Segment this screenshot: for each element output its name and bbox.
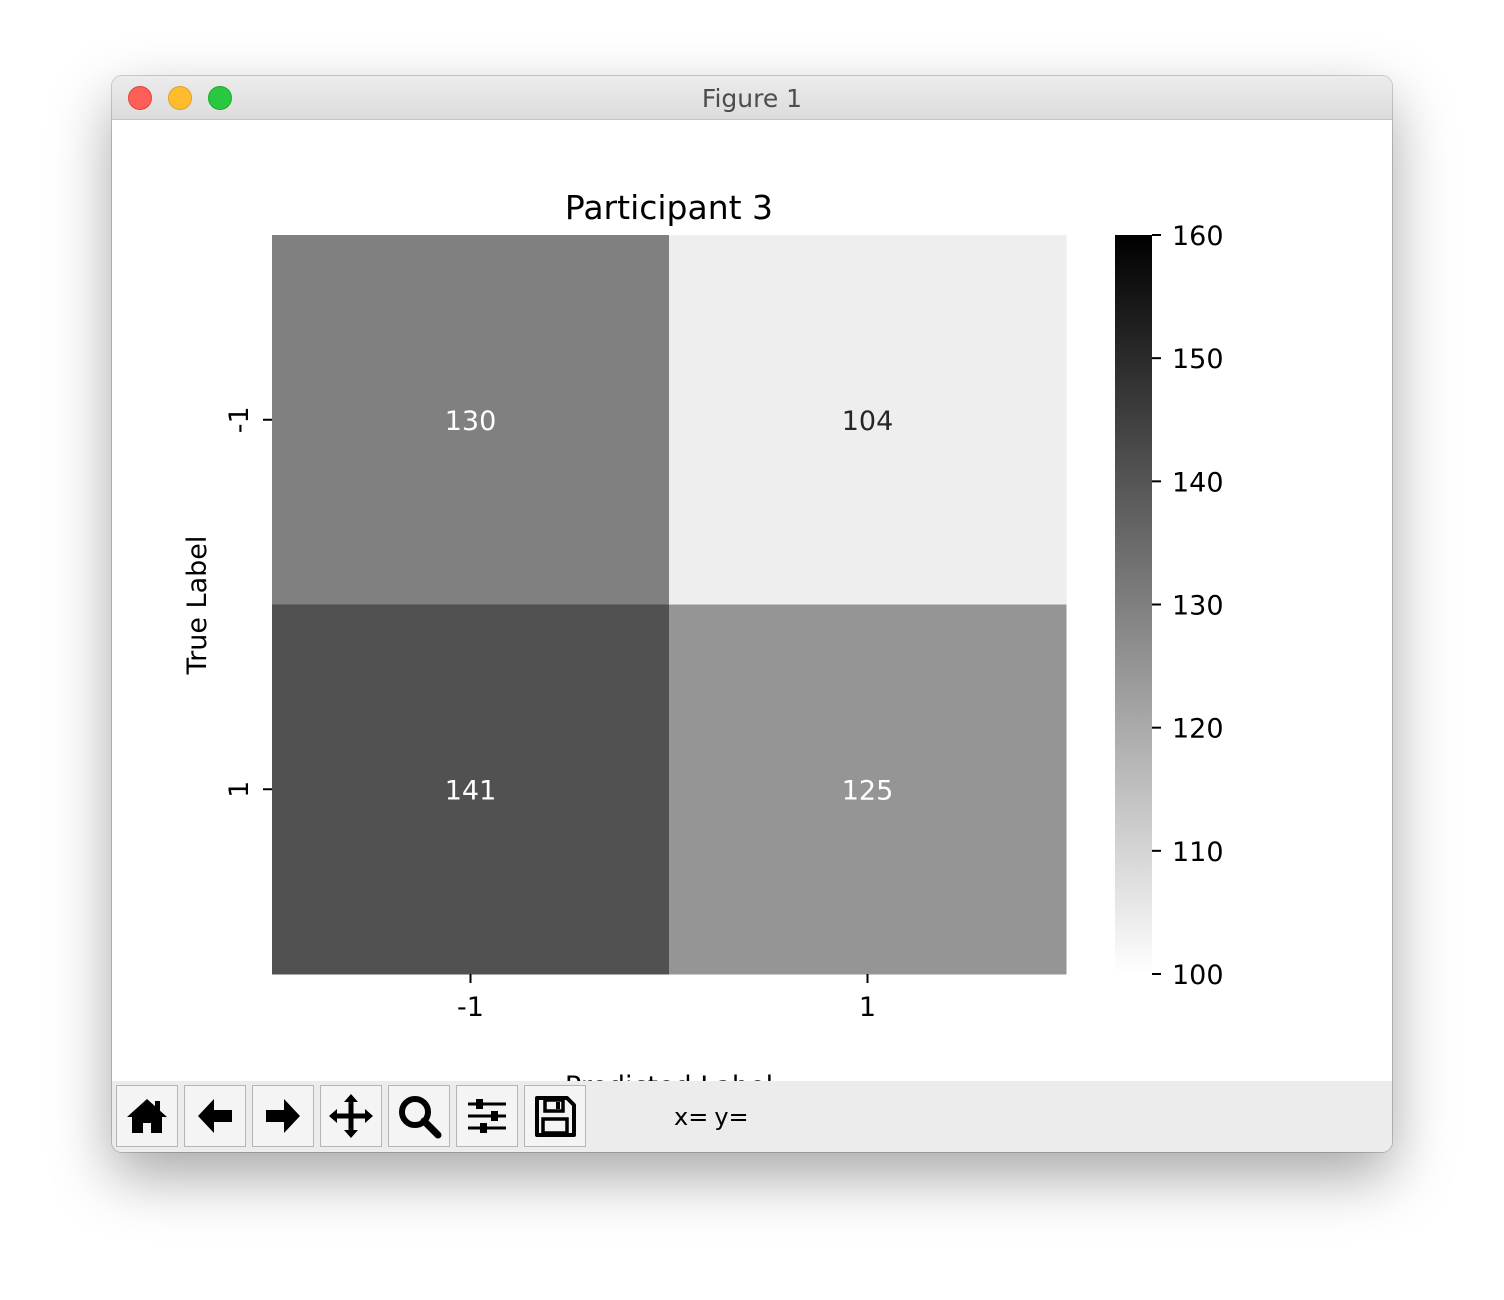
minimize-window-button[interactable] <box>168 86 192 110</box>
window-title: Figure 1 <box>701 84 803 113</box>
title-bar[interactable]: Figure 1 <box>112 76 1392 120</box>
home-icon <box>127 1099 167 1133</box>
x-tick-label: 1 <box>859 992 876 1023</box>
figure-canvas[interactable]: 130 104 141 125 -1 1 -1 1 Participant 3 Predi… <box>112 120 1392 1102</box>
x-coordinate-label: x= <box>674 1103 709 1131</box>
chart-title: Participant 3 <box>565 188 773 227</box>
subplots-sliders-icon <box>468 1099 506 1133</box>
zoom-magnifier-icon <box>399 1096 442 1139</box>
figure-window: Figure 1 130 104 141 125 -1 1 -1 1 Participan… <box>112 76 1392 1152</box>
cell-value-label: 104 <box>842 406 894 437</box>
y-tick-label: 1 <box>224 781 255 798</box>
x-tick-label: -1 <box>457 992 484 1023</box>
colorbar-tick-label: 130 <box>1172 591 1224 622</box>
heatmap-cell <box>272 604 670 975</box>
navigation-toolbar: x= y= <box>112 1081 1392 1152</box>
colorbar-tick-label: 120 <box>1172 714 1224 745</box>
colorbar-tick-label: 110 <box>1172 837 1224 868</box>
home-button[interactable] <box>116 1085 178 1147</box>
y-axis-label: True Label <box>182 536 213 676</box>
pan-button[interactable] <box>320 1085 382 1147</box>
cell-value-label: 141 <box>445 775 497 806</box>
save-button[interactable] <box>524 1085 586 1147</box>
zoom-button[interactable] <box>388 1085 450 1147</box>
zoom-window-button[interactable] <box>208 86 232 110</box>
colorbar-tick-label: 140 <box>1172 467 1224 498</box>
colorbar-tick-label: 100 <box>1172 960 1224 991</box>
confusion-matrix-chart: 130 104 141 125 -1 1 -1 1 Participant 3 Predi… <box>182 188 1224 1102</box>
cell-value-label: 130 <box>445 406 497 437</box>
configure-subplots-button[interactable] <box>456 1085 518 1147</box>
close-window-button[interactable] <box>128 86 152 110</box>
colorbar-tick-label: 150 <box>1172 344 1224 375</box>
colorbar-tick-label: 160 <box>1172 221 1224 252</box>
forward-button[interactable] <box>252 1085 314 1147</box>
forward-arrow-icon <box>266 1099 300 1133</box>
cursor-coordinates-readout: x= y= <box>674 1103 755 1131</box>
cell-value-label: 125 <box>842 775 894 806</box>
colorbar <box>1115 235 1152 974</box>
y-coordinate-label: y= <box>714 1103 749 1131</box>
pan-icon <box>329 1094 373 1138</box>
back-arrow-icon <box>198 1099 232 1133</box>
heatmap-cell <box>669 235 1067 605</box>
y-tick-label: -1 <box>224 406 255 433</box>
back-button[interactable] <box>184 1085 246 1147</box>
heatmap-cell <box>669 604 1067 975</box>
heatmap-cell <box>272 235 670 605</box>
x-axis-label: Predicted Label <box>565 1071 773 1081</box>
save-floppy-icon <box>535 1096 576 1137</box>
